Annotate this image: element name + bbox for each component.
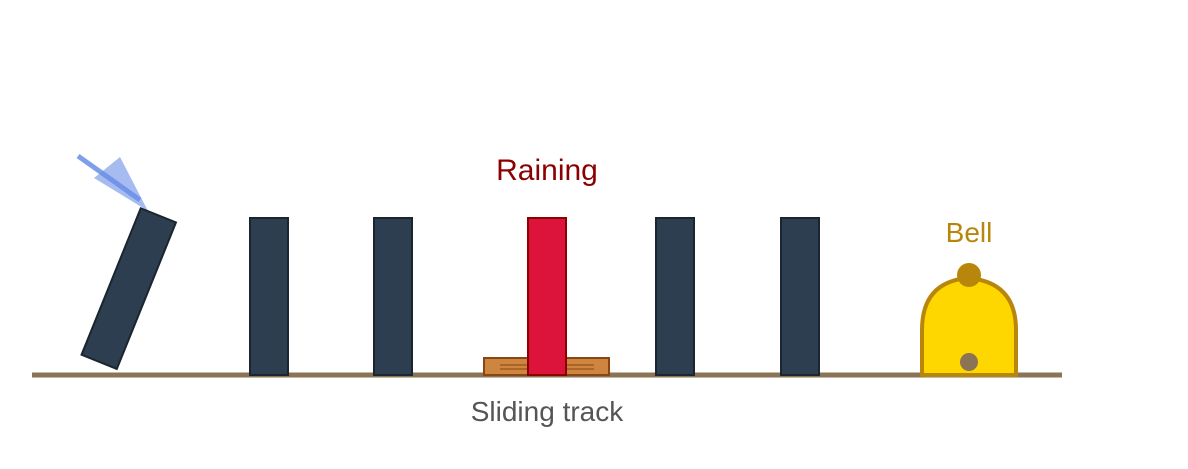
bell-label: Bell (946, 217, 993, 248)
red-domino (527, 217, 567, 376)
push-arrow-icon (76, 153, 148, 211)
raining-label: Raining (496, 154, 598, 187)
domino (373, 217, 413, 376)
domino (249, 217, 289, 376)
domino (655, 217, 695, 376)
domino (780, 217, 820, 376)
domino-tilted (80, 206, 178, 371)
track-label: Sliding track (471, 396, 625, 427)
bell-icon (920, 263, 1018, 377)
